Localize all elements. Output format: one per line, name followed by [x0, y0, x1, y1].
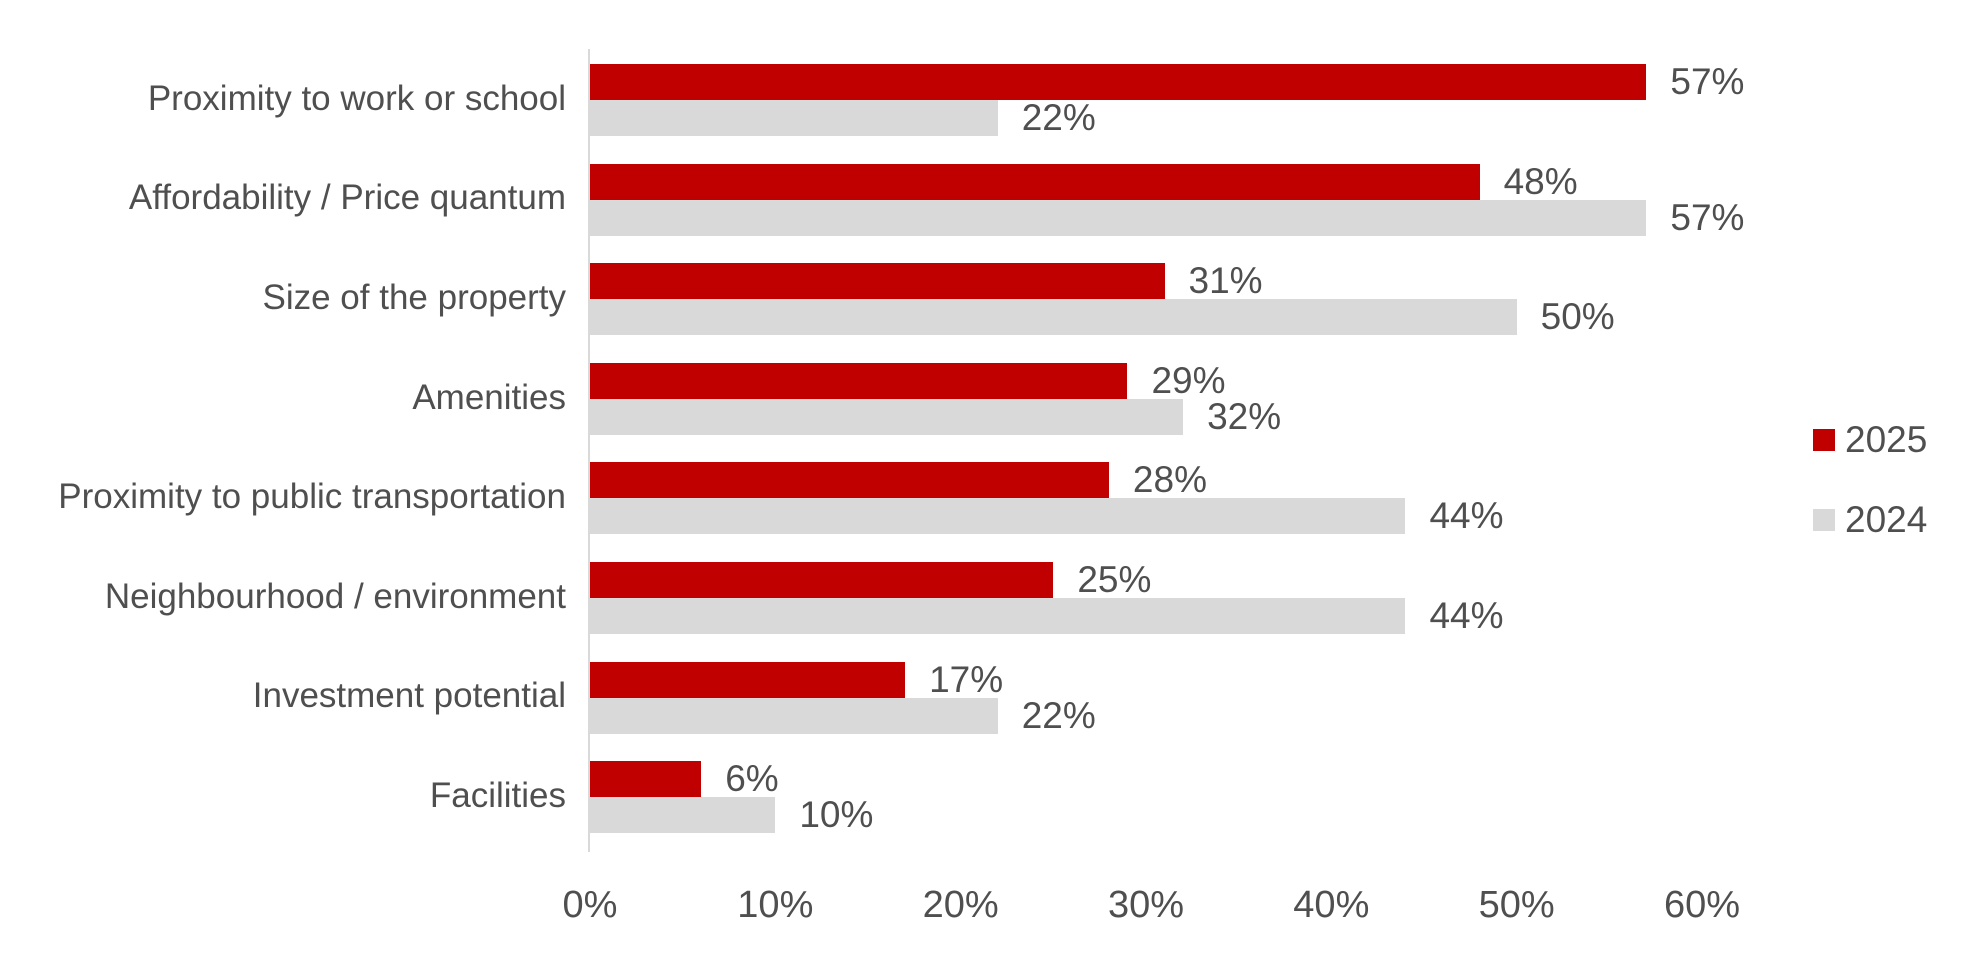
category-row: Facilities 6% 10% [430, 746, 1980, 846]
category-label: Size of the property [262, 277, 567, 317]
value-label: 44% [1429, 595, 1504, 636]
bar-2025-5 [590, 562, 1054, 598]
value-label: 6% [725, 758, 779, 800]
x-tick-label: 60% [1663, 884, 1741, 926]
value-label: 57% [1670, 196, 1745, 238]
bar-2025-0 [590, 64, 1647, 100]
x-tick-label: 10% [737, 884, 814, 926]
category-row: Size of the property 31% 50% [263, 248, 1980, 348]
bar-2025-4 [590, 462, 1109, 499]
value-label: 29% [1151, 359, 1226, 401]
bar-2024-5 [590, 598, 1406, 634]
bar-2025-1 [590, 163, 1480, 200]
category-label: Neighbourhood / environment [104, 576, 566, 616]
category-label: Proximity to public transportation [58, 477, 566, 517]
value-label: 22% [1021, 97, 1096, 138]
y-axis-line [588, 49, 590, 852]
value-label: 28% [1132, 459, 1207, 501]
value-label: 44% [1429, 495, 1504, 537]
category-label: Investment potential [252, 676, 566, 716]
legend-swatch-icon [1813, 429, 1835, 451]
category-row: Investment potential 17% 22% [253, 647, 1980, 747]
bar-2024-6 [590, 697, 998, 734]
x-tick-label: 50% [1478, 884, 1555, 926]
bar-2024-3 [590, 398, 1184, 435]
x-tick-label: 20% [922, 884, 999, 926]
bar-2024-7 [590, 797, 776, 834]
legend-label: 2025 [1845, 419, 1928, 460]
value-label: 17% [929, 658, 1004, 700]
bar-2025-6 [590, 661, 906, 698]
bar-2025-2 [590, 263, 1165, 300]
category-label: Affordability / Price quantum [128, 178, 566, 218]
category-row: Amenities 29% 32% [412, 348, 1980, 448]
value-label: 32% [1207, 395, 1282, 437]
category-row: Affordability / Price quantum 48% 57% [129, 149, 1980, 249]
plot-area: Proximity to work or school 57% 22% Afforda… [58, 49, 1980, 852]
value-label: 10% [799, 794, 874, 836]
bar-2024-4 [590, 498, 1406, 535]
bar-2024-0 [590, 100, 998, 136]
category-label: Proximity to work or school [147, 78, 566, 118]
value-label: 48% [1503, 160, 1578, 202]
category-row: Proximity to work or school 57% 22% [148, 49, 1980, 149]
legend-label: 2024 [1845, 499, 1928, 540]
category-row: Proximity to public transportation 28% 44% [58, 447, 1980, 547]
x-tick-label: 0% [562, 884, 618, 926]
legend-swatch-icon [1813, 509, 1835, 531]
bar-2024-2 [590, 299, 1517, 336]
category-label: Amenities [412, 377, 566, 417]
x-tick-label: 40% [1293, 884, 1370, 926]
value-label: 31% [1188, 260, 1263, 302]
value-label: 50% [1540, 296, 1615, 338]
x-tick-label: 30% [1107, 884, 1185, 926]
bar-2024-1 [590, 199, 1647, 236]
legend-item-2024: 2024 [1813, 499, 1928, 540]
bar-2025-3 [590, 362, 1128, 399]
value-label: 22% [1021, 694, 1096, 736]
value-label: 57% [1670, 61, 1745, 102]
category-row: Neighbourhood / environment 25% 44% [105, 547, 1980, 647]
bar-2025-7 [590, 761, 702, 798]
legend-item-2025: 2025 [1813, 419, 1928, 460]
category-label: Facilities [429, 775, 566, 815]
value-label: 25% [1077, 559, 1152, 600]
